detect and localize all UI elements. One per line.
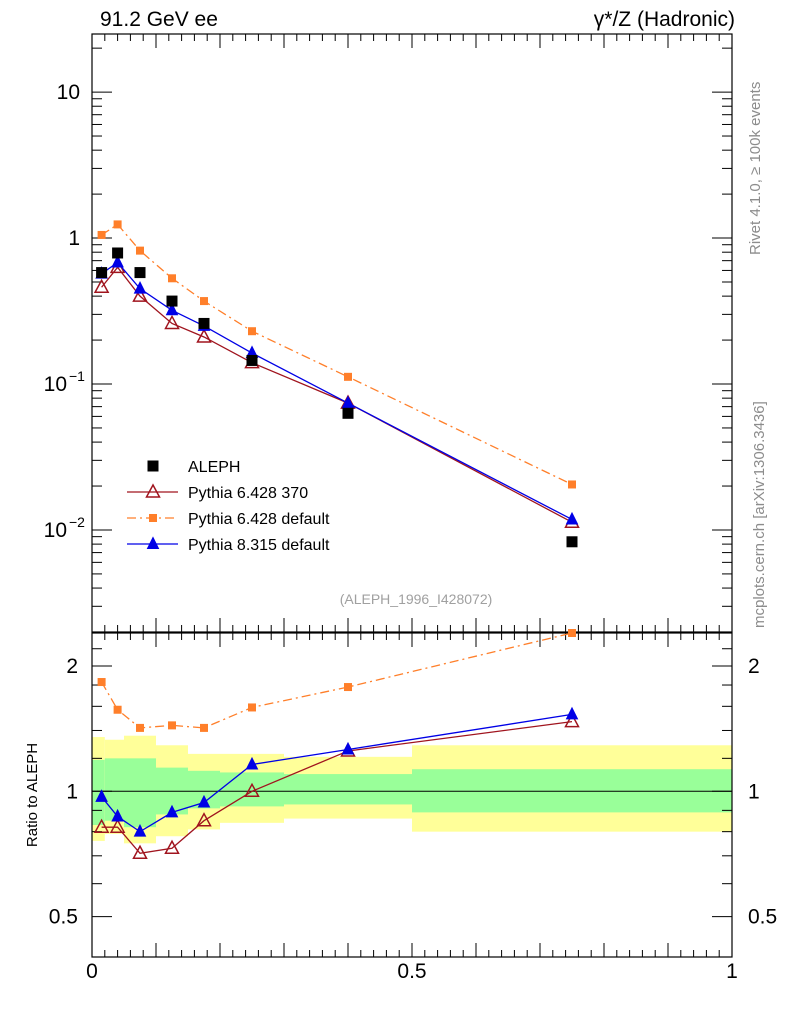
ratio-ylabel: Ratio to ALEPH xyxy=(24,743,41,847)
ratio-point-p6_default xyxy=(568,629,576,637)
ratio-point-p6_default xyxy=(168,721,176,730)
main-point-p6_370 xyxy=(196,328,212,343)
ratio-point-p8_default xyxy=(197,794,211,808)
x-tick-label: 0 xyxy=(86,960,98,983)
ratio-y-tick-label-right: 2 xyxy=(748,655,760,678)
ratio-point-p6_370 xyxy=(132,844,148,859)
main-point-p6_370 xyxy=(132,287,148,302)
ratio-plot-panel: 0 0.5 1 2 2 1 1 0.5 0.5 xyxy=(49,629,777,983)
legend: ALEPH Pythia 6.428 370 Pythia 6.428 defaul… xyxy=(127,459,330,554)
ratio-y-tick-label-right: 1 xyxy=(748,780,760,803)
main-point-p6_default xyxy=(200,297,208,306)
y-tick-label: 10 xyxy=(44,373,67,396)
main-point-p6_default xyxy=(113,220,122,229)
ratio-point-p6_default xyxy=(136,723,144,732)
main-point-data xyxy=(566,536,578,548)
ratio-point-p8_default xyxy=(111,808,124,822)
main-point-p8_default xyxy=(133,281,147,294)
x-tick-label: 0.5 xyxy=(397,960,426,983)
legend-marker-p6_370 xyxy=(145,483,161,498)
ratio-point-p6_370 xyxy=(244,782,260,798)
main-point-data xyxy=(134,267,146,279)
x-tick-label: 1 xyxy=(726,960,738,983)
main-point-p6_default xyxy=(97,230,106,239)
ratio-point-p6_default xyxy=(97,678,106,687)
ratio-y-tick-label: 2 xyxy=(66,655,78,678)
ratio-point-p6_default xyxy=(344,683,352,692)
main-point-p6_default xyxy=(568,480,576,489)
main-point-data xyxy=(246,354,258,366)
y-tick-label: 1 xyxy=(68,227,80,250)
ratio-point-p6_default xyxy=(200,723,208,732)
main-point-p6_default xyxy=(248,327,256,336)
analysis-id-label: (ALEPH_1996_I428072) xyxy=(340,591,493,607)
main-point-data xyxy=(96,267,108,279)
main-line-p6_default xyxy=(101,223,573,486)
main-point-p8_default xyxy=(165,302,179,316)
ratio-point-p8_default xyxy=(341,741,355,755)
y-tick-exponent: −2 xyxy=(69,514,85,530)
rivet-version-label: Rivet 4.1.0, ≥ 100k events xyxy=(747,82,764,255)
ratio-point-p8_default xyxy=(95,789,108,802)
legend-marker-data xyxy=(147,460,159,472)
legend-label-p8_default: Pythia 8.315 default xyxy=(188,537,330,554)
ratio-point-p6_default xyxy=(113,705,122,714)
ratio-y-tick-label: 0.5 xyxy=(49,906,78,929)
legend-label-data: ALEPH xyxy=(188,459,240,476)
band-inner-2 xyxy=(124,758,156,828)
ratio-point-p8_default xyxy=(133,824,147,837)
band-inner-5 xyxy=(220,772,284,807)
main-point-p6_370 xyxy=(93,278,110,294)
main-point-p6_default xyxy=(136,246,144,255)
ratio-point-p6_370 xyxy=(564,713,580,728)
main-point-p6_370 xyxy=(164,314,180,330)
ratio-y-tick-label: 1 xyxy=(66,780,78,803)
legend-marker-p6_default xyxy=(149,514,157,522)
ratio-point-p6_370 xyxy=(109,818,126,833)
y-tick-exponent: −1 xyxy=(69,368,85,384)
main-point-data xyxy=(198,317,210,329)
main-point-p6_default xyxy=(168,274,176,283)
main-point-p8_default xyxy=(565,511,579,525)
band-inner-1 xyxy=(104,758,124,821)
band-inner-0 xyxy=(92,759,105,826)
legend-label-p6_370: Pythia 6.428 370 xyxy=(188,485,308,502)
header-left-title: 91.2 GeV ee xyxy=(100,8,218,31)
main-point-p8_default xyxy=(111,254,124,268)
ratio-point-p8_default xyxy=(165,804,179,818)
band-inner-7 xyxy=(412,769,732,813)
main-point-p6_default xyxy=(344,372,352,381)
y-tick-label: 10 xyxy=(57,81,80,104)
y-tick-label: 10 xyxy=(44,519,67,542)
mcplots-label: mcplots.cern.ch [arXiv:1306.3436] xyxy=(751,401,768,628)
ratio-point-p6_370 xyxy=(164,839,180,854)
header-right-title: γ*/Z (Hadronic) xyxy=(594,8,735,31)
ratio-point-p8_default xyxy=(245,756,259,770)
main-point-data xyxy=(166,295,178,307)
ratio-line-p6_default xyxy=(101,632,573,729)
ratio-y-tick-label-right: 0.5 xyxy=(748,906,777,929)
main-point-p8_default xyxy=(341,395,355,409)
main-point-data xyxy=(342,407,354,419)
ratio-point-p6_370 xyxy=(93,818,110,833)
main-point-data xyxy=(112,247,124,259)
band-inner-6 xyxy=(284,774,412,805)
legend-marker-p8_default xyxy=(146,536,160,549)
ratio-point-p6_default xyxy=(248,703,256,712)
ratio-point-p8_default xyxy=(565,706,579,720)
ratio-point-p6_370 xyxy=(196,812,212,827)
legend-label-p6_default: Pythia 6.428 default xyxy=(188,511,330,528)
